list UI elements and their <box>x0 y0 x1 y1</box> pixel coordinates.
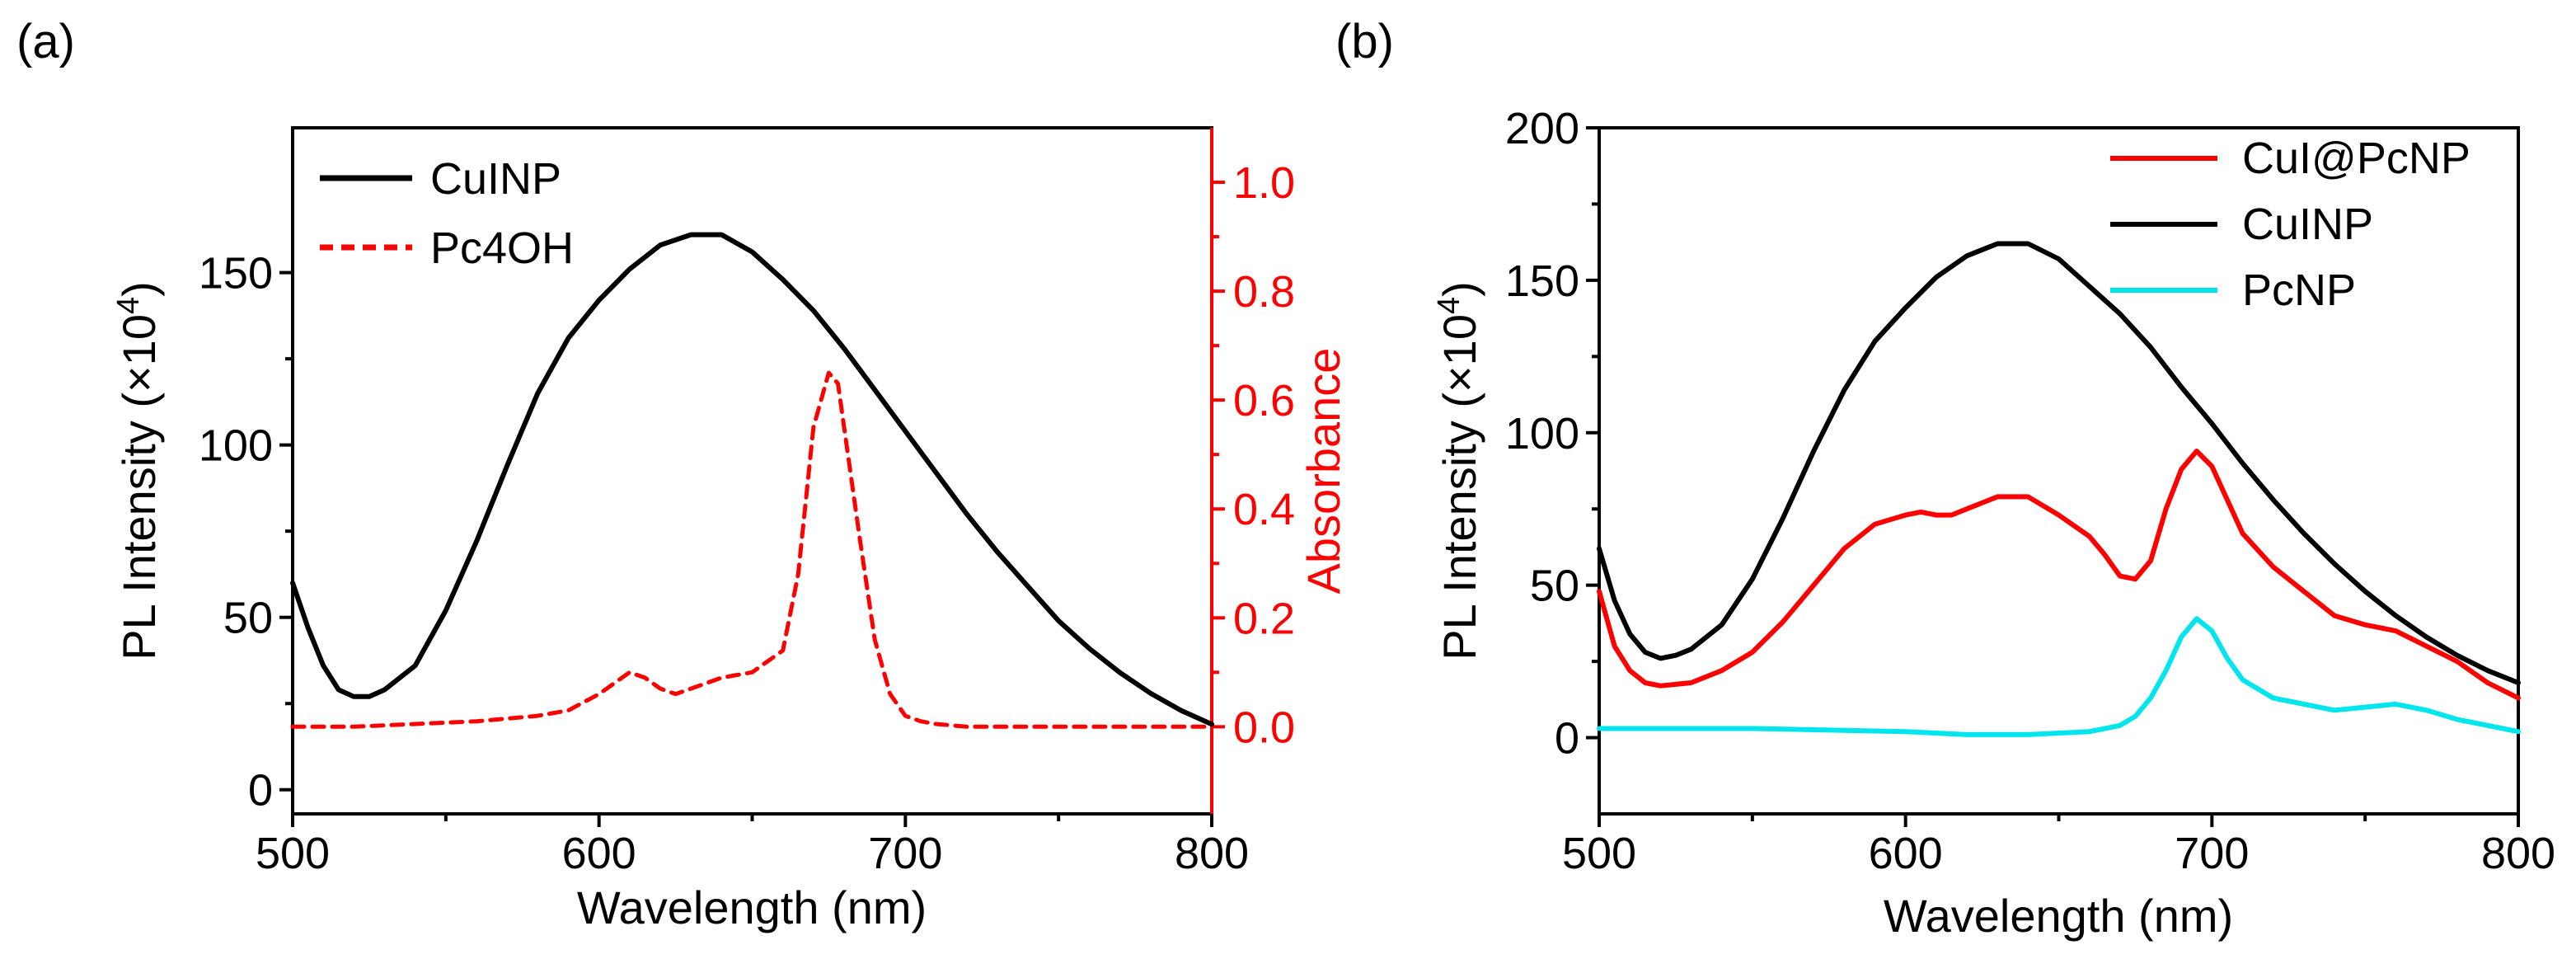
y2-tick-label: 0.4 <box>1233 485 1295 534</box>
y-tick-label: 0 <box>248 766 273 816</box>
y2-tick-label: 1.0 <box>1233 158 1295 208</box>
panel-a-y2-axis-title: Absorbance <box>1297 348 1349 595</box>
panel-a-y-axis-title: PL Intensity (×104) <box>111 281 165 660</box>
x-tick-label: 800 <box>1175 829 1249 878</box>
series-line-pcnp <box>1597 616 2521 737</box>
panel-b-y-axis-title: PL Intensity (×104) <box>1432 281 1485 660</box>
y2-tick-label: 0.8 <box>1233 267 1295 317</box>
x-tick-label: 700 <box>868 829 942 878</box>
panel-a-y-axis-title-main: PL Intensity (×10 <box>113 314 165 660</box>
series-line-pc4oh <box>290 370 1214 729</box>
panel-b-legend: CuI@PcNP CuINP PcNP <box>2110 134 2470 315</box>
y-tick-label: 150 <box>199 249 273 299</box>
panel-a-y2-ticks: 0.0 0.2 0.4 0.6 0.8 1.0 <box>1212 158 1295 752</box>
panel-a-y-ticks: 0 50 100 150 <box>199 249 293 816</box>
panel-a-legend: CuINP Pc4OH <box>320 154 574 273</box>
y-tick-label: 100 <box>1505 409 1579 458</box>
panel-b-y-axis-title-exponent: 4 <box>1432 297 1466 314</box>
y-tick-label: 150 <box>1505 256 1579 306</box>
series-line-cui-pcnp <box>1597 449 2521 701</box>
series-line-cuinp <box>290 232 1214 727</box>
series-line-cuinp-b <box>1597 241 2521 685</box>
panel-b-lines <box>1597 241 2521 737</box>
y2-tick-label: 0.6 <box>1233 376 1295 425</box>
legend-label-pc4oh: Pc4OH <box>430 223 574 273</box>
panel-b-y-axis-title-close: ) <box>1433 281 1485 297</box>
x-tick-label: 500 <box>256 829 330 878</box>
legend-label-cui-pcnp: CuI@PcNP <box>2242 134 2470 183</box>
x-tick-label: 800 <box>2481 829 2555 878</box>
y-tick-label: 50 <box>1530 562 1579 611</box>
legend-label-pcnp: PcNP <box>2242 266 2356 315</box>
x-tick-label: 500 <box>1562 829 1636 878</box>
panel-a-y-axis-title-exponent: 4 <box>111 297 146 314</box>
y2-tick-label: 0.0 <box>1233 703 1295 752</box>
x-tick-label: 600 <box>1869 829 1943 878</box>
y-tick-label: 50 <box>223 594 273 643</box>
panel-b-label: (b) <box>1335 15 1394 68</box>
panel-a-x-axis-title: Wavelength (nm) <box>577 881 927 933</box>
legend-label-cuinp-b: CuINP <box>2242 200 2373 249</box>
y-tick-label: 200 <box>1505 104 1579 153</box>
panel-a-lines <box>290 232 1214 729</box>
panel-b: (b) 500 600 700 800 0 50 100 150 200 Wavelength… <box>1335 15 2555 942</box>
panel-b-x-ticks: 500 600 700 800 <box>1562 814 2555 878</box>
panel-b-y-axis-title-main: PL Intensity (×10 <box>1433 314 1485 660</box>
panel-b-y-ticks: 0 50 100 150 200 <box>1505 104 1599 764</box>
y-tick-label: 100 <box>199 421 273 471</box>
x-tick-label: 600 <box>562 829 636 878</box>
panel-b-plot-frame <box>1598 126 2520 816</box>
panel-b-x-axis-title: Wavelength (nm) <box>1884 890 2233 942</box>
x-tick-label: 700 <box>2175 829 2249 878</box>
legend-label-cuinp: CuINP <box>430 154 561 204</box>
panel-a-y-axis-title-close: ) <box>113 281 165 297</box>
y-tick-label: 0 <box>1555 714 1579 764</box>
panel-a-label: (a) <box>16 15 75 68</box>
y2-tick-label: 0.2 <box>1233 594 1295 643</box>
panel-a-x-ticks: 500 600 700 800 <box>256 814 1249 878</box>
